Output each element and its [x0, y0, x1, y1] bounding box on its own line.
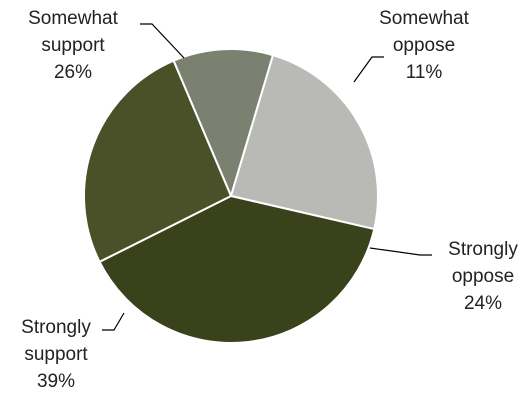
pie-slices [84, 49, 378, 343]
slice-label-line: Somewhat [28, 8, 118, 29]
slice-percent: 24% [464, 293, 502, 314]
slice-label-line: oppose [452, 266, 514, 287]
slice-label-line: Somewhat [379, 8, 469, 29]
slice-percent: 39% [37, 371, 75, 392]
slice-label: Somewhat oppose 11% [379, 8, 469, 83]
slice-percent: 26% [54, 62, 92, 83]
leader-line [140, 24, 184, 58]
slice-label-line: support [41, 35, 105, 56]
slice-label: Strongly support 39% [21, 317, 91, 392]
leader-line [102, 313, 124, 330]
slice-label-line: Strongly [21, 317, 91, 338]
slice-label-line: support [24, 344, 88, 365]
slice-percent: 11% [406, 62, 443, 83]
slice-label: Strongly oppose 24% [448, 239, 518, 314]
leader-line [354, 57, 384, 82]
slice-label: Somewhat support 26% [28, 8, 118, 83]
slice-label-line: oppose [393, 35, 455, 56]
leader-line [370, 248, 432, 255]
slice-label-line: Strongly [448, 239, 518, 260]
